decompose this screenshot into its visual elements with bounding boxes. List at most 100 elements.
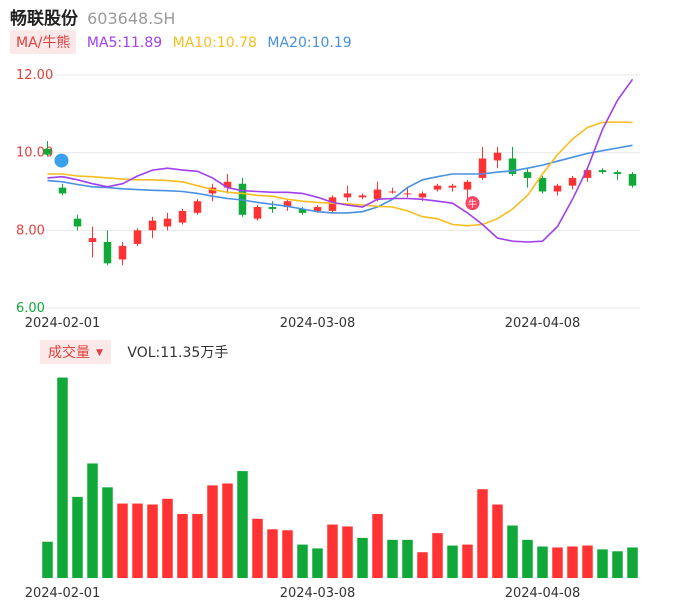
candle-body: [538, 177, 547, 192]
candle-body: [478, 158, 487, 178]
price-x-tick-label: 2024-03-08: [280, 316, 356, 331]
volume-bar: [597, 549, 608, 578]
ma20-legend: MA20:10.19: [267, 35, 352, 51]
candle-body: [373, 189, 382, 200]
dropdown-caret-icon: ▼: [96, 348, 103, 358]
stock-code: 603648.SH: [87, 9, 176, 28]
ma-type-selector[interactable]: MA/牛熊: [10, 30, 77, 54]
volume-bar: [432, 533, 443, 578]
volume-bar: [312, 548, 323, 578]
bull-icon: [54, 153, 69, 168]
volume-bar: [357, 537, 368, 578]
volume-bar: [117, 503, 128, 578]
volume-bar: [447, 545, 458, 578]
candle-body: [598, 170, 607, 173]
candle-body: [613, 172, 622, 175]
volume-bar: [387, 539, 398, 578]
candle-body: [118, 245, 127, 260]
candle-body: [418, 193, 427, 198]
candle-body: [223, 181, 232, 188]
candle-body: [88, 238, 97, 242]
candle-body: [583, 170, 592, 178]
volume-bar: [552, 547, 563, 578]
candle-body: [388, 191, 397, 193]
candle-body: [283, 201, 292, 208]
ma20-line: [47, 144, 633, 214]
candle-body: [298, 208, 307, 213]
volume-bar: [537, 546, 548, 578]
volume-bar: [327, 524, 338, 578]
candle-body: [448, 185, 457, 188]
candle-body: [103, 241, 112, 264]
volume-value: VOL:11.35万手: [127, 345, 229, 361]
volume-bar: [237, 471, 248, 578]
candle-body: [568, 177, 577, 186]
price-y-tick-label: 12.00: [16, 68, 53, 83]
volume-bar: [102, 487, 113, 578]
price-x-tick-label: 2024-02-01: [25, 316, 101, 331]
candle-body: [253, 207, 262, 219]
volume-bar: [207, 485, 218, 578]
volume-bar: [627, 547, 638, 578]
price-y-tick-label: 8.00: [16, 223, 45, 238]
candle-body: [628, 174, 637, 186]
candle-body: [433, 185, 442, 190]
candle-body: [178, 210, 187, 223]
volume-bar: [492, 504, 503, 578]
price-x-tick-label: 2024-04-08: [505, 316, 581, 331]
volume-type-label: 成交量: [48, 345, 90, 361]
candle-body: [313, 207, 322, 211]
volume-bar: [177, 514, 188, 578]
volume-bar: [297, 544, 308, 578]
ma10-line: [47, 121, 633, 227]
volume-bar: [417, 552, 428, 578]
stock-name: 畅联股份: [10, 9, 78, 29]
volume-bar: [342, 526, 353, 578]
volume-bar: [522, 539, 533, 578]
candle-body: [43, 148, 52, 155]
ma5-legend: MA5:11.89: [86, 35, 163, 51]
volume-bar: [252, 518, 263, 578]
candle-body: [508, 158, 517, 175]
candle-body: [463, 181, 472, 190]
price-y-tick-label: 6.00: [16, 301, 45, 316]
candle-body: [148, 220, 157, 231]
candle-body: [133, 230, 142, 244]
volume-bar: [162, 498, 173, 578]
candle-body: [403, 193, 412, 195]
volume-legend: 成交量 ▼ VOL:11.35万手: [40, 340, 229, 364]
volume-bar: [132, 503, 143, 578]
stock-header: 畅联股份 603648.SH: [10, 4, 176, 29]
candle-body: [268, 207, 277, 209]
volume-bar: [402, 539, 413, 578]
ma5-line: [47, 78, 634, 243]
candle-body: [523, 172, 532, 178]
candle-body: [208, 187, 217, 194]
candle-body: [193, 201, 202, 213]
volume-bar: [42, 541, 53, 578]
volume-bar: [192, 514, 203, 578]
volume-type-selector[interactable]: 成交量 ▼: [40, 340, 111, 364]
volume-bar: [372, 514, 383, 578]
candle-body: [58, 187, 67, 194]
volume-bar: [222, 483, 233, 578]
candle-body: [73, 218, 82, 227]
volume-bar: [72, 496, 83, 578]
candle-body: [493, 152, 502, 161]
volume-bar: [282, 530, 293, 578]
candle-body: [163, 218, 172, 227]
volume-bar: [147, 504, 158, 578]
volume-bar: [462, 544, 473, 578]
volume-x-tick-label: 2024-04-08: [505, 586, 581, 601]
candle-body: [343, 193, 352, 198]
bear-icon: [465, 196, 480, 211]
volume-bar: [507, 525, 518, 578]
volume-bar: [567, 546, 578, 578]
volume-bar: [477, 489, 488, 578]
candle-body: [358, 195, 367, 198]
bear-badge-label: 牛: [468, 198, 477, 210]
volume-bar: [57, 377, 68, 578]
volume-bar: [267, 529, 278, 578]
volume-bar: [87, 463, 98, 578]
